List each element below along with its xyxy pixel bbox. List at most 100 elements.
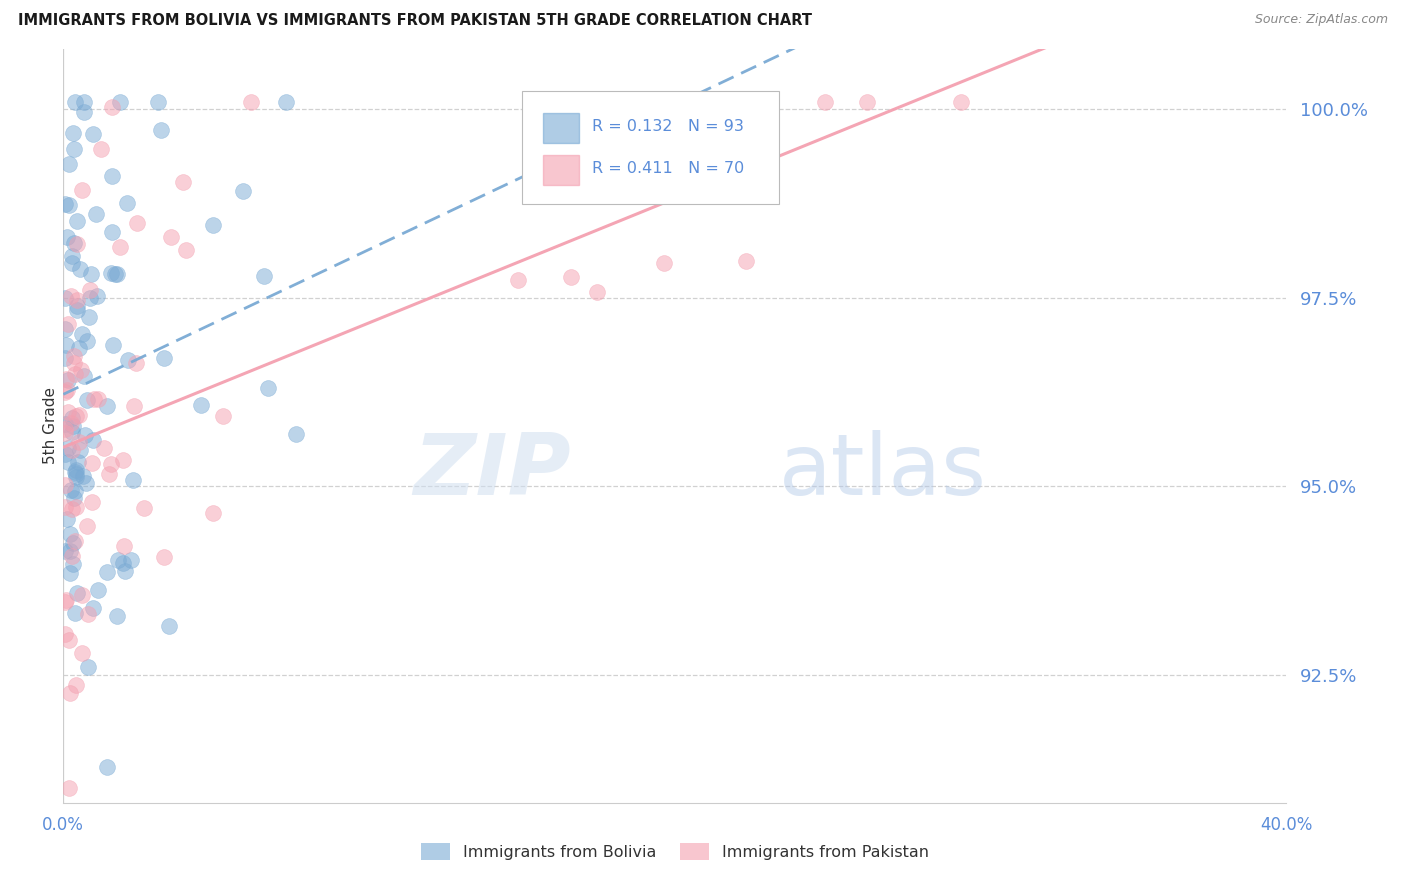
Point (153, 549, 176, 564)
Point (53, 447, 76, 461)
Point (111, 452, 134, 467)
Point (77, 659, 100, 673)
Point (96, 760, 118, 774)
Point (60, 549, 83, 563)
Point (53, 384, 76, 399)
Point (56, 455, 79, 469)
Point (814, 95, 837, 109)
Point (75, 475, 97, 490)
Point (114, 564, 136, 578)
Point (105, 609, 128, 624)
Point (56, 373, 79, 387)
Point (82, 127, 104, 141)
Point (59, 289, 82, 303)
Point (53, 322, 76, 336)
Point (65, 500, 87, 515)
Point (62, 557, 84, 571)
Point (82, 600, 104, 615)
Point (60, 410, 83, 425)
Point (59, 527, 82, 541)
Point (67, 341, 90, 355)
Point (98, 467, 121, 481)
Bar (543, 113, 579, 144)
Point (63, 606, 86, 620)
Text: Source: ZipAtlas.com: Source: ZipAtlas.com (1254, 13, 1388, 27)
Point (104, 267, 127, 281)
Text: R = 0.132   N = 93: R = 0.132 N = 93 (592, 120, 744, 134)
Point (80, 456, 103, 470)
Point (58, 198, 80, 212)
Point (70, 588, 93, 602)
Point (150, 123, 173, 137)
Point (56, 384, 79, 398)
Point (63, 142, 86, 156)
Point (950, 95, 973, 109)
Point (59, 686, 82, 700)
Point (117, 352, 139, 367)
Point (55, 338, 77, 352)
Point (60, 442, 83, 457)
Point (66, 293, 89, 308)
Point (159, 230, 181, 244)
Point (67, 435, 90, 450)
Point (125, 216, 148, 230)
Text: R = 0.411   N = 70: R = 0.411 N = 70 (592, 161, 744, 176)
Point (77, 607, 100, 621)
Point (79, 283, 101, 297)
Point (58, 157, 80, 171)
Point (60, 425, 83, 439)
Point (257, 380, 280, 394)
Point (146, 95, 169, 109)
Point (856, 95, 879, 109)
Point (56, 230, 79, 244)
Point (284, 427, 307, 442)
Point (101, 100, 124, 114)
Point (190, 398, 212, 412)
Point (560, 270, 582, 285)
Point (80, 267, 103, 281)
Point (55, 593, 77, 607)
Point (232, 184, 254, 198)
Point (56, 404, 79, 418)
Point (55, 372, 77, 386)
Point (70, 183, 93, 197)
Point (62, 419, 84, 434)
Point (84, 206, 107, 220)
Point (63, 349, 86, 363)
Point (56, 317, 79, 331)
Point (60, 416, 83, 430)
Point (174, 243, 197, 257)
FancyBboxPatch shape (522, 90, 779, 203)
Point (122, 473, 145, 487)
Point (62, 127, 84, 141)
Point (212, 409, 235, 424)
Point (65, 470, 87, 484)
Point (82, 495, 104, 509)
Point (63, 368, 86, 382)
Point (67, 408, 90, 422)
Point (274, 95, 297, 109)
Point (53, 478, 76, 492)
Point (72, 469, 94, 483)
Point (56, 441, 79, 455)
Point (115, 196, 138, 211)
Point (103, 338, 125, 352)
Point (253, 269, 276, 284)
Point (53, 594, 76, 608)
Bar (543, 154, 579, 185)
Point (63, 95, 86, 109)
Point (96, 399, 118, 413)
Point (108, 240, 131, 254)
Point (53, 351, 76, 365)
Point (53, 426, 76, 441)
Point (56, 512, 79, 526)
Point (65, 678, 87, 692)
Point (172, 174, 194, 188)
Point (87, 582, 110, 597)
Point (53, 626, 76, 640)
Point (134, 501, 156, 516)
Point (65, 463, 87, 477)
Point (76, 392, 98, 407)
Point (82, 434, 104, 448)
Point (73, 104, 96, 119)
